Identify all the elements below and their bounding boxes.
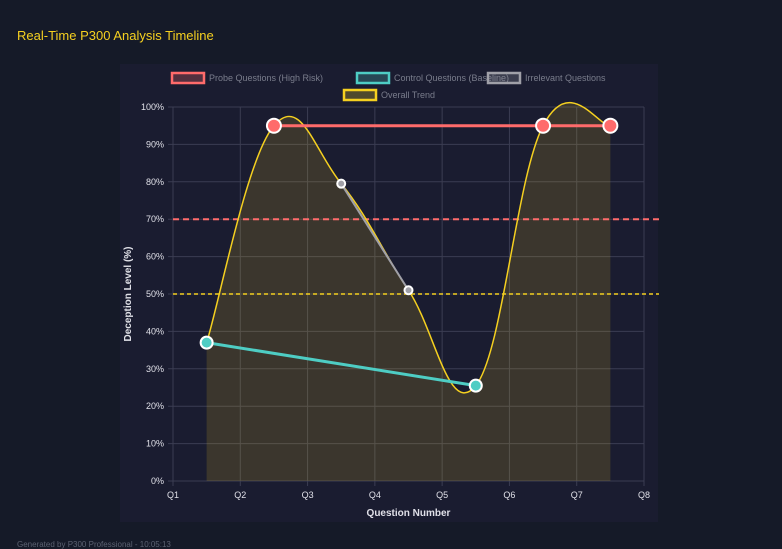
data-point: [602, 117, 619, 134]
x-tick-label: Q7: [571, 490, 583, 500]
legend-label: Probe Questions (High Risk): [209, 73, 323, 83]
x-axis-label: Question Number: [367, 508, 451, 519]
data-point: [336, 178, 347, 189]
y-tick-label: 30%: [146, 364, 164, 374]
data-point: [265, 117, 282, 134]
legend-swatch: [170, 71, 206, 85]
y-tick-label: 70%: [146, 214, 164, 224]
y-tick-label: 20%: [146, 401, 164, 411]
y-tick-label: 40%: [146, 326, 164, 336]
data-point: [199, 335, 214, 350]
x-tick-label: Q6: [503, 490, 515, 500]
legend-swatch: [355, 71, 391, 85]
y-tick-label: 60%: [146, 252, 164, 262]
data-point: [403, 285, 414, 296]
series-line: [340, 183, 410, 291]
x-tick-label: Q3: [302, 490, 314, 500]
y-tick-label: 50%: [146, 289, 164, 299]
y-tick-label: 100%: [141, 102, 164, 112]
trend-line: [205, 101, 611, 394]
x-tick-label: Q4: [369, 490, 381, 500]
data-point: [468, 378, 483, 393]
chart-panel: [120, 64, 658, 522]
x-tick-label: Q1: [167, 490, 179, 500]
legend-swatch: [342, 88, 378, 102]
y-axis-label: Deception Level (%): [123, 246, 134, 341]
x-tick-label: Q8: [638, 490, 650, 500]
legend-label: Overall Trend: [381, 90, 435, 100]
y-tick-label: 0%: [151, 476, 164, 486]
x-tick-label: Q2: [234, 490, 246, 500]
page-title: Real-Time P300 Analysis Timeline: [17, 28, 214, 43]
y-tick-label: 90%: [146, 139, 164, 149]
y-tick-label: 10%: [146, 439, 164, 449]
legend-label: Control Questions (Baseline): [394, 73, 509, 83]
x-tick-label: Q5: [436, 490, 448, 500]
y-tick-label: 80%: [146, 177, 164, 187]
legend-label: Irrelevant Questions: [525, 73, 606, 83]
data-point: [535, 117, 552, 134]
legend-swatch: [486, 71, 522, 85]
footer-text: Generated by P300 Professional - 10:05:1…: [17, 540, 171, 549]
series-line: [206, 341, 477, 388]
